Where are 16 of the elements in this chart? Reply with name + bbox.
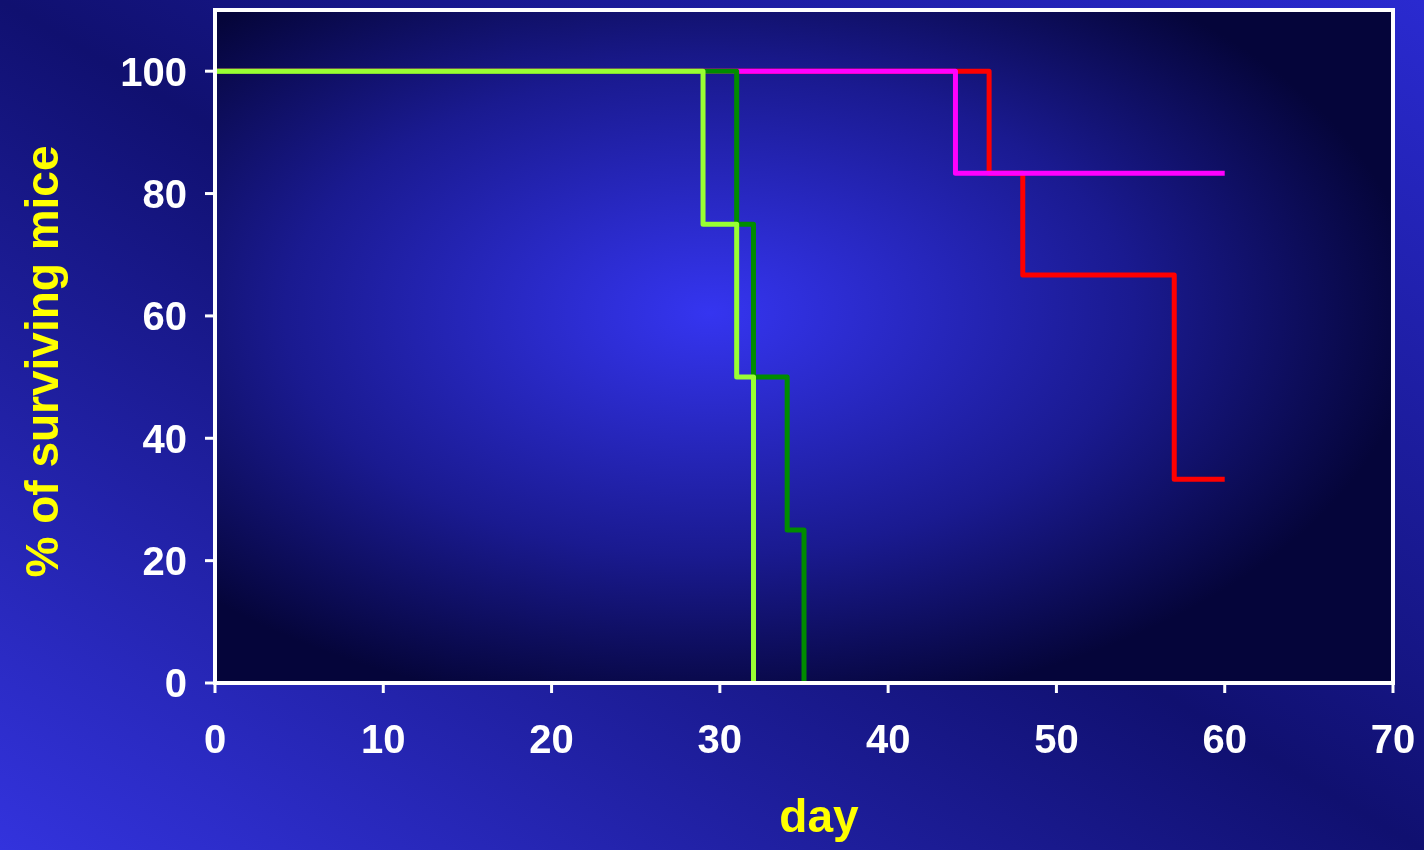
x-tick-label: 70 (1370, 717, 1416, 761)
x-tick-label: 60 (1202, 717, 1247, 761)
y-axis-title: % of surviving mice (16, 145, 68, 578)
y-tick-label: 60 (142, 294, 187, 339)
y-tick-label: 80 (142, 171, 187, 216)
x-tick-label: 50 (1034, 717, 1079, 761)
y-tick-label: 0 (164, 661, 187, 706)
x-tick-label: 30 (697, 717, 743, 761)
x-tick-label: 40 (865, 717, 911, 761)
x-axis-title: day (779, 790, 860, 842)
y-tick-label: 20 (142, 539, 187, 584)
x-tick-label: 10 (361, 717, 406, 761)
y-tick-label: 100 (120, 49, 187, 94)
x-tick-label: 20 (529, 717, 574, 761)
x-tick-label: 0 (203, 717, 227, 761)
y-tick-label: 40 (142, 416, 187, 461)
